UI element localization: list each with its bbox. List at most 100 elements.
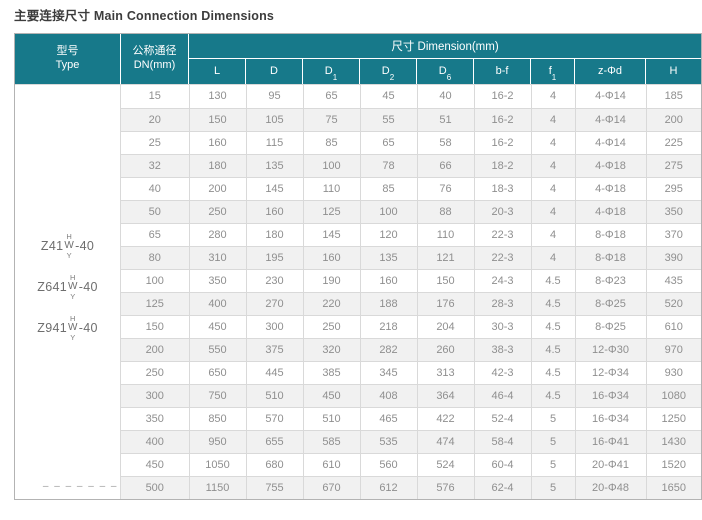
- dimension-cell: 18-2: [473, 153, 532, 178]
- dimension-cell: 76: [416, 176, 475, 201]
- dimension-cell: 230: [245, 268, 304, 293]
- col-label: L: [213, 65, 221, 77]
- dimension-cell: 850: [188, 406, 247, 431]
- table-row: 125 400 270 220 188 176 28-3 4.5 8-Φ25 520: [121, 291, 701, 316]
- dimension-cell: 58: [416, 130, 475, 155]
- header-type-zh: 型号: [56, 45, 79, 58]
- dn-cell: 50: [121, 199, 190, 224]
- dimension-cell: 1520: [645, 452, 701, 477]
- dimension-cell: 1650: [645, 475, 701, 499]
- dimension-cell: 180: [245, 222, 304, 247]
- header-cell-zd: z-Φd: [575, 59, 645, 84]
- dimension-cell: 12-Φ30: [574, 337, 647, 362]
- dimension-cell: 275: [645, 153, 701, 178]
- col-label-sub: 1: [332, 73, 338, 82]
- dimension-cell: 524: [416, 452, 475, 477]
- table-row: 20 150 105 75 55 51 16-2 4 4-Φ14 200: [121, 107, 701, 132]
- dimension-cell: 5: [530, 429, 576, 454]
- dimension-cell: 300: [245, 314, 304, 339]
- dimension-cell: 130: [188, 85, 247, 109]
- dimension-cell: 225: [645, 130, 701, 155]
- dimension-cell: 160: [188, 130, 247, 155]
- dimension-cell: 60-4: [473, 452, 532, 477]
- dimension-cell: 550: [188, 337, 247, 362]
- col-label-sub: 2: [389, 73, 395, 82]
- dimension-cell: 576: [416, 475, 475, 499]
- model-mid: W: [67, 281, 78, 292]
- dimension-cell: 612: [359, 475, 418, 499]
- dimension-cell: 8-Φ18: [574, 222, 647, 247]
- dn-cell: 400: [121, 429, 190, 454]
- table-row: 50 250 160 125 100 88 20-3 4 4-Φ18 350: [121, 199, 701, 224]
- dimension-cell: 204: [416, 314, 475, 339]
- dimension-cell: 190: [302, 268, 361, 293]
- dimension-cell: 585: [302, 429, 361, 454]
- model-sup: H: [70, 273, 76, 282]
- dimension-cell: 51: [416, 107, 475, 132]
- table-row: 350 850 570 510 465 422 52-4 5 16-Φ34 1250: [121, 406, 701, 431]
- dimension-cell: 350: [188, 268, 247, 293]
- dimension-cell: 115: [245, 130, 304, 155]
- dimension-cell: 30-3: [473, 314, 532, 339]
- model-sup: H: [66, 232, 73, 241]
- dimension-cell: 310: [188, 245, 247, 270]
- dimension-cell: 4.5: [530, 314, 576, 339]
- dimension-cell: 16-Φ34: [574, 406, 647, 431]
- type-model-z641: Z641 H W Y -40: [37, 274, 97, 300]
- dimension-cell: 930: [645, 360, 701, 385]
- dimension-cell: 188: [359, 291, 418, 316]
- dimension-cell: 220: [302, 291, 361, 316]
- model-mid: W: [67, 322, 78, 333]
- model-sup: H: [70, 314, 76, 323]
- page-title: 主要连接尺寸 Main Connection Dimensions: [14, 9, 275, 23]
- table-row: 150 450 300 250 218 204 30-3 4.5 8-Φ25 610: [121, 314, 701, 339]
- dimension-cell: 200: [188, 176, 247, 201]
- col-label-sub: 1: [551, 73, 557, 82]
- dimension-cell: 16-Φ34: [574, 383, 647, 408]
- dimension-cell: 370: [645, 222, 701, 247]
- dimension-cell: 4.5: [530, 268, 576, 293]
- dn-cell: 100: [121, 268, 190, 293]
- table-row: 250 650 445 385 345 313 42-3 4.5 12-Φ34 930: [121, 360, 701, 385]
- header-cell-dn: 公称通径 DN(mm): [121, 34, 188, 84]
- dn-cell: 80: [121, 245, 190, 270]
- dimension-cell: 95: [245, 85, 304, 109]
- dimension-cell: 22-3: [473, 222, 532, 247]
- dimension-cell: 680: [245, 452, 304, 477]
- dimension-cell: 135: [359, 245, 418, 270]
- dimension-table: 15 130 95 65 45 40 16-2 4 4-Φ14 185 20 150 105 75 55 51…: [121, 85, 701, 499]
- dimension-cell: 250: [188, 199, 247, 224]
- dimension-cell: 195: [245, 245, 304, 270]
- dimension-cell: 55: [359, 107, 418, 132]
- dn-cell: 32: [121, 153, 190, 178]
- dimension-cell: 4: [530, 85, 576, 109]
- dimension-cell: 176: [416, 291, 475, 316]
- dimension-cell: 8-Φ18: [574, 245, 647, 270]
- dimension-cell: 65: [359, 130, 418, 155]
- dimension-cell: 110: [416, 222, 475, 247]
- dimension-cell: 4-Φ14: [574, 130, 647, 155]
- table-row: 65 280 180 145 120 110 22-3 4 8-Φ18 370: [121, 222, 701, 247]
- dimension-cell: 150: [188, 107, 247, 132]
- dimension-cell: 110: [302, 176, 361, 201]
- dn-cell: 150: [121, 314, 190, 339]
- dimension-cell: 4.5: [530, 337, 576, 362]
- dimension-cell: 510: [245, 383, 304, 408]
- dimension-cell: 16-Φ41: [574, 429, 647, 454]
- dn-cell: 200: [121, 337, 190, 362]
- dimension-cell: 474: [416, 429, 475, 454]
- col-label: H: [669, 65, 678, 77]
- col-label: f: [548, 65, 552, 77]
- table-row: 40 200 145 110 85 76 18-3 4 4-Φ18 295: [121, 176, 701, 201]
- dimension-cell: 4-Φ18: [574, 153, 647, 178]
- dimension-cell: 100: [359, 199, 418, 224]
- model-prefix: Z941: [37, 321, 67, 335]
- dimension-cell: 20-Φ41: [574, 452, 647, 477]
- dimension-table-body: 15 130 95 65 45 40 16-2 4 4-Φ14 185 20 150 105 75 55 51…: [121, 85, 701, 499]
- dimension-cell: 12-Φ34: [574, 360, 647, 385]
